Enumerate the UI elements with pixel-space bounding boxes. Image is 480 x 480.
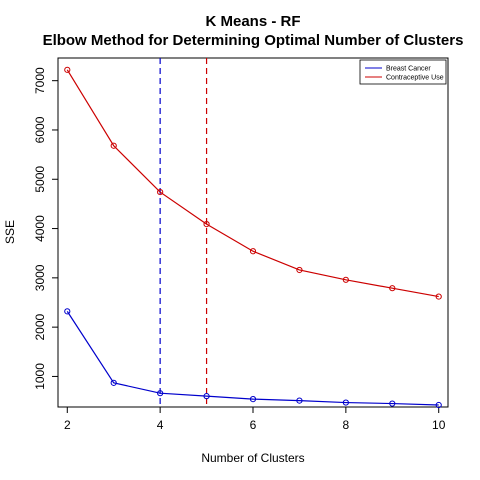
x-tick-label: 4	[157, 418, 164, 432]
data-point-contraceptive-use	[342, 276, 349, 283]
y-tick-label: 2000	[33, 313, 47, 340]
chart-subtitle: Elbow Method for Determining Optimal Num…	[43, 32, 464, 49]
y-axis: 1000 2000 3000 4000 5000 6000 7000	[33, 67, 58, 390]
data-point-breast-cancer	[249, 396, 257, 403]
y-axis-label: SSE	[3, 220, 17, 244]
data-point-contraceptive-use	[157, 188, 164, 196]
data-point-contraceptive-use	[110, 142, 117, 149]
y-tick-label: 4000	[33, 215, 47, 242]
data-point-contraceptive-use	[249, 248, 257, 255]
data-point-contraceptive-use	[203, 221, 210, 228]
legend-label-breast-cancer: Breast Cancer	[386, 66, 431, 73]
data-point-contraceptive-use	[296, 266, 303, 274]
data-point-contraceptive-use	[435, 293, 442, 300]
x-tick-label: 6	[250, 418, 257, 432]
y-tick-label: 6000	[33, 116, 47, 143]
data-point-breast-cancer	[342, 399, 349, 406]
x-tick-label: 2	[64, 418, 71, 432]
reference-lines	[159, 58, 208, 407]
legend: Breast Cancer Contraceptive Use	[359, 59, 447, 85]
y-tick-label: 1000	[33, 363, 47, 390]
data-point-breast-cancer	[110, 379, 117, 386]
y-tick-label: 3000	[33, 264, 47, 291]
data-point-breast-cancer	[64, 308, 71, 315]
data-point-contraceptive-use	[389, 285, 396, 292]
data-point-breast-cancer	[296, 397, 303, 404]
y-tick-label: 5000	[33, 166, 47, 193]
data-point-breast-cancer	[203, 393, 210, 400]
x-axis: 2 4 6 8 10	[64, 407, 446, 432]
legend-label-contraceptive-use: Contraceptive Use	[386, 75, 444, 82]
y-tick-label: 7000	[33, 67, 47, 94]
x-tick-label: 8	[343, 418, 350, 432]
data-point-contraceptive-use	[64, 66, 71, 73]
plot-frame	[57, 57, 449, 408]
series-line-breast-cancer	[66, 311, 439, 406]
series-layer	[64, 66, 442, 409]
x-tick-label: 10	[432, 418, 446, 432]
series-line-contraceptive-use	[66, 69, 439, 298]
legend-box	[359, 59, 447, 85]
x-axis-label: Number of Clusters	[201, 451, 304, 465]
data-point-breast-cancer	[389, 400, 396, 407]
data-point-breast-cancer	[157, 390, 164, 397]
data-point-breast-cancer	[435, 401, 442, 409]
chart-title: K Means - RF	[205, 13, 300, 30]
